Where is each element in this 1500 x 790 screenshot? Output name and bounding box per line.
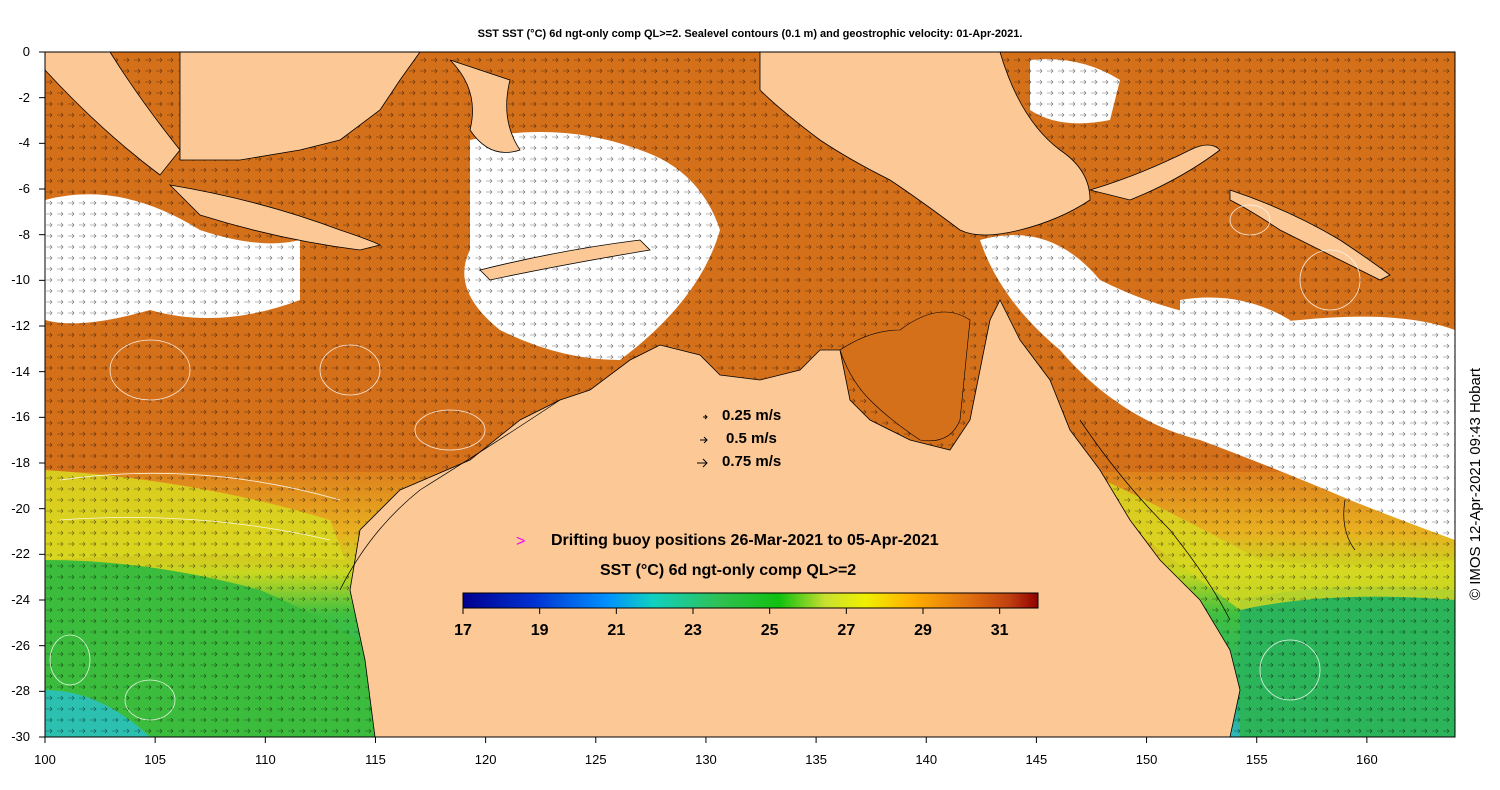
credit-text: © IMOS 12-Apr-2021 09:43 Hobart [1467, 367, 1484, 600]
y-tick-label: -28 [11, 683, 30, 699]
y-tick-label: -16 [11, 409, 30, 425]
x-tick-label: 120 [474, 752, 497, 767]
colorbar-tick-lines [462, 608, 1001, 614]
x-tick-label: 145 [1025, 752, 1048, 767]
y-tick-label: -20 [11, 500, 30, 516]
y-tick-label: -6 [18, 181, 30, 196]
colorbar-tick-label: 17 [454, 622, 472, 639]
land-masses [44, 51, 1391, 738]
colorbar [462, 592, 1039, 609]
y-tick-label: -12 [11, 318, 30, 333]
velocity-label-2: 0.75 m/s [722, 453, 782, 470]
x-tick-label: 110 [254, 752, 276, 767]
x-tick-label: 115 [365, 752, 386, 767]
colorbar-tick-label: 27 [837, 622, 856, 639]
map-frame [44, 51, 1456, 738]
colorbar-title: SST (°C) 6d ngt-only comp QL>=2 [600, 562, 857, 579]
colorbar-tick-label: 23 [684, 622, 702, 639]
y-tick-label: 0 [22, 44, 30, 59]
x-tick-label: 130 [695, 752, 717, 767]
velocity-arrow-small [703, 414, 708, 420]
y-tick-label: -18 [11, 455, 30, 470]
gulf-carpentaria [839, 311, 971, 442]
y-tick-label: -8 [18, 226, 30, 242]
x-tick-label: 140 [915, 752, 938, 767]
velocity-label-1: 0.5 m/s [726, 430, 777, 447]
ssh-contours [49, 204, 1361, 721]
y-tick-label: -2 [18, 89, 30, 105]
sumatra-land [44, 51, 181, 176]
colorbar-tick-label: 29 [914, 622, 932, 639]
australia-land [349, 299, 1241, 738]
x-tick-label: 150 [1135, 752, 1158, 767]
buoy-marker: > [516, 533, 526, 550]
timor-land [479, 239, 651, 281]
x-tick-lines [44, 737, 1368, 743]
velocity-legend-arrows [697, 414, 708, 468]
java-land [168, 184, 382, 251]
x-tick-label: 105 [144, 752, 167, 767]
buoy-legend-text: Drifting buoy positions 26-Mar-2021 to 0… [551, 532, 939, 549]
y-tick-label: -14 [11, 363, 30, 379]
colorbar-tick-label: 19 [530, 622, 549, 639]
x-tick-label: 125 [584, 752, 607, 767]
y-tick-label: -24 [11, 592, 30, 607]
y-tick-label: -4 [18, 135, 30, 151]
x-tick-label: 135 [805, 752, 827, 767]
y-tick-label: -10 [11, 272, 30, 288]
new-guinea-land [759, 51, 1091, 236]
borneo-land [179, 51, 421, 161]
x-tick-label: 160 [1356, 752, 1378, 767]
chart-title: SST SST (°C) 6d ngt-only comp QL>=2. Sea… [477, 28, 1023, 40]
y-tick-label: -26 [11, 637, 30, 653]
velocity-label-0: 0.25 m/s [722, 407, 782, 424]
ssh-contours-black [339, 399, 1356, 621]
map-area [44, 51, 1455, 738]
x-tick-label: 155 [1245, 752, 1268, 767]
velocity-arrow-medium [700, 436, 708, 444]
y-tick-label: -30 [11, 729, 30, 744]
velocity-arrow-large [697, 458, 708, 468]
y-tick-lines [39, 51, 45, 738]
y-tick-label: -22 [11, 546, 30, 562]
x-tick-label: 100 [34, 752, 56, 767]
colorbar-tick-label: 25 [760, 622, 779, 639]
sulawesi-land [449, 59, 521, 153]
new-britain-land [1088, 144, 1221, 201]
colorbar-tick-label: 21 [607, 622, 626, 639]
colorbar-tick-label: 31 [990, 622, 1009, 639]
